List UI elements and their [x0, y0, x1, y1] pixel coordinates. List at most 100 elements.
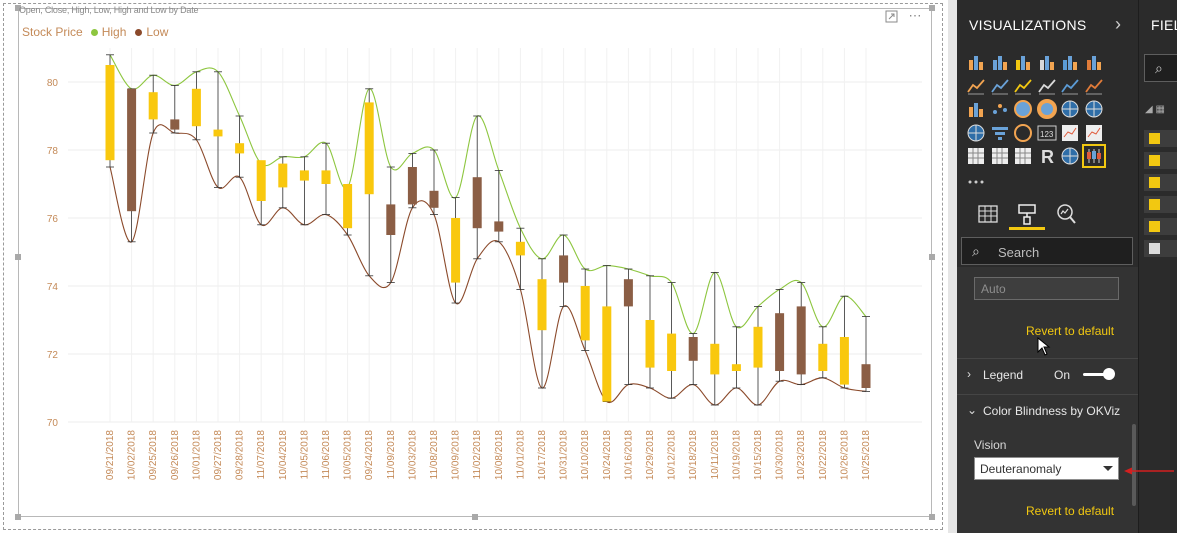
legend-item-high[interactable]: High	[90, 25, 126, 39]
auto-field[interactable]: Auto	[974, 277, 1119, 300]
candle-body	[321, 170, 331, 184]
candle-body	[839, 337, 849, 385]
resize-handle[interactable]	[15, 254, 21, 260]
candle-body	[667, 333, 677, 371]
candlestick-icon[interactable]	[1081, 144, 1106, 168]
candle-body	[386, 204, 396, 235]
vision-dropdown[interactable]: Deuteranomaly	[974, 457, 1119, 480]
treemap-icon[interactable]	[1060, 99, 1080, 119]
mouse-cursor-icon	[1037, 337, 1051, 356]
legend-dot-low	[135, 28, 143, 36]
x-tick-label: 10/22/2018	[818, 430, 829, 480]
gauge-icon[interactable]	[1013, 123, 1033, 143]
revert-to-default-link-2[interactable]: Revert to default	[1026, 504, 1115, 518]
x-tick-label: 09/21/2018	[105, 430, 116, 480]
collapse-chevron-icon[interactable]: ›	[1115, 14, 1121, 34]
candle-body	[559, 255, 569, 283]
chevron-down-icon: ⌄	[967, 403, 978, 417]
x-tick-label: 10/02/2018	[127, 430, 138, 480]
fields-search-input[interactable]: ⌕	[1144, 54, 1177, 82]
r-script-icon[interactable]: R	[1037, 146, 1057, 167]
candle-body	[105, 65, 115, 161]
field-checkbox[interactable]	[1144, 240, 1177, 257]
ribbon-chart-icon[interactable]	[1084, 76, 1104, 96]
field-checkbox[interactable]	[1144, 218, 1177, 235]
visualizations-header: VISUALIZATIONS ›	[957, 0, 1138, 49]
pie-chart-icon[interactable]	[1013, 99, 1033, 119]
table-icon[interactable]	[990, 146, 1010, 166]
more-visuals-icon[interactable]	[966, 170, 986, 190]
x-tick-label: 11/07/2018	[256, 430, 267, 480]
area-chart-icon[interactable]	[990, 76, 1010, 96]
candle-body	[256, 160, 266, 201]
resize-handle[interactable]	[15, 514, 21, 520]
search-icon: ⌕	[972, 243, 980, 259]
x-tick-label: 10/03/2018	[407, 430, 418, 480]
stacked-column-icon[interactable]	[990, 52, 1010, 72]
field-checkbox[interactable]	[1144, 174, 1177, 191]
scatter-icon[interactable]	[990, 99, 1010, 119]
map-icon[interactable]	[1084, 99, 1104, 119]
field-checkbox[interactable]	[1144, 196, 1177, 213]
table-expand-icon[interactable]: ◢ ▦	[1145, 104, 1165, 115]
percent-bar-icon[interactable]	[1060, 52, 1080, 72]
field-checkbox[interactable]	[1144, 130, 1177, 147]
revert-to-default-link[interactable]: Revert to default	[1026, 324, 1115, 338]
donut-chart-icon[interactable]	[1036, 99, 1057, 119]
stacked-area-icon[interactable]	[1013, 76, 1033, 96]
funnel-icon[interactable]	[990, 123, 1010, 143]
analytics-tab-icon[interactable]	[1053, 201, 1079, 227]
resize-handle[interactable]	[929, 5, 935, 11]
pane-tabs	[957, 196, 1138, 234]
more-options-icon[interactable]: ⋯	[908, 8, 922, 23]
card-icon[interactable]: 123	[1037, 123, 1057, 143]
line-column-icon[interactable]	[1037, 76, 1057, 96]
fields-tab-icon[interactable]	[975, 201, 1001, 227]
resize-handle[interactable]	[472, 514, 478, 520]
candle-body	[775, 313, 785, 371]
format-scrollbar[interactable]	[1132, 424, 1136, 506]
candle-body	[623, 279, 633, 307]
x-tick-label: 09/28/2018	[235, 430, 246, 480]
legend-section-header[interactable]: › Legend On	[957, 360, 1138, 390]
format-tab-icon[interactable]	[1014, 201, 1040, 227]
resize-handle[interactable]	[929, 254, 935, 260]
high-series-line	[109, 54, 867, 335]
x-tick-label: 09/24/2018	[364, 430, 375, 480]
candle-body	[451, 218, 461, 283]
resize-handle[interactable]	[929, 514, 935, 520]
legend-item-low[interactable]: Low	[135, 25, 168, 39]
slicer-icon[interactable]	[966, 146, 986, 166]
kpi-icon[interactable]	[1084, 123, 1104, 143]
candle-body	[688, 337, 698, 361]
x-tick-label: 10/18/2018	[688, 430, 699, 480]
x-tick-label: 10/24/2018	[602, 430, 613, 480]
format-search-input[interactable]: ⌕ Search	[961, 237, 1133, 265]
waterfall-icon[interactable]	[966, 99, 986, 119]
stacked-bar-icon[interactable]	[966, 52, 986, 72]
candle-body	[537, 279, 547, 331]
clustered-bar-icon[interactable]	[1013, 52, 1033, 72]
x-tick-label: 11/02/2018	[472, 430, 483, 480]
legend-toggle[interactable]	[1083, 368, 1115, 380]
okviz-section-header[interactable]: ⌄ Color Blindness by OKViz	[957, 396, 1138, 426]
percent-column-icon[interactable]	[1084, 52, 1104, 72]
divider	[957, 358, 1138, 359]
candlestick-visual[interactable]: Open, Close, High, Low, High and Low by …	[0, 0, 948, 533]
candle-body	[343, 184, 353, 229]
filled-map-icon[interactable]	[966, 123, 986, 143]
matrix-icon[interactable]	[1013, 146, 1033, 166]
line-chart-icon[interactable]	[966, 76, 986, 96]
line-clustered-column-icon[interactable]	[1060, 76, 1080, 96]
resize-handle[interactable]	[15, 5, 21, 11]
x-tick-label: 09/26/2018	[170, 430, 181, 480]
multirow-card-icon[interactable]	[1060, 123, 1080, 143]
focus-mode-icon[interactable]	[883, 9, 899, 23]
clustered-column-icon[interactable]	[1037, 52, 1057, 72]
field-checkbox[interactable]	[1144, 152, 1177, 169]
candle-body	[472, 177, 482, 229]
globe-map-icon[interactable]	[1060, 146, 1080, 166]
x-tick-label: 11/01/2018	[515, 430, 526, 480]
fields-pane: FIELDS ⌕ ◢ ▦	[1138, 0, 1177, 533]
x-tick-label: 09/27/2018	[213, 430, 224, 480]
